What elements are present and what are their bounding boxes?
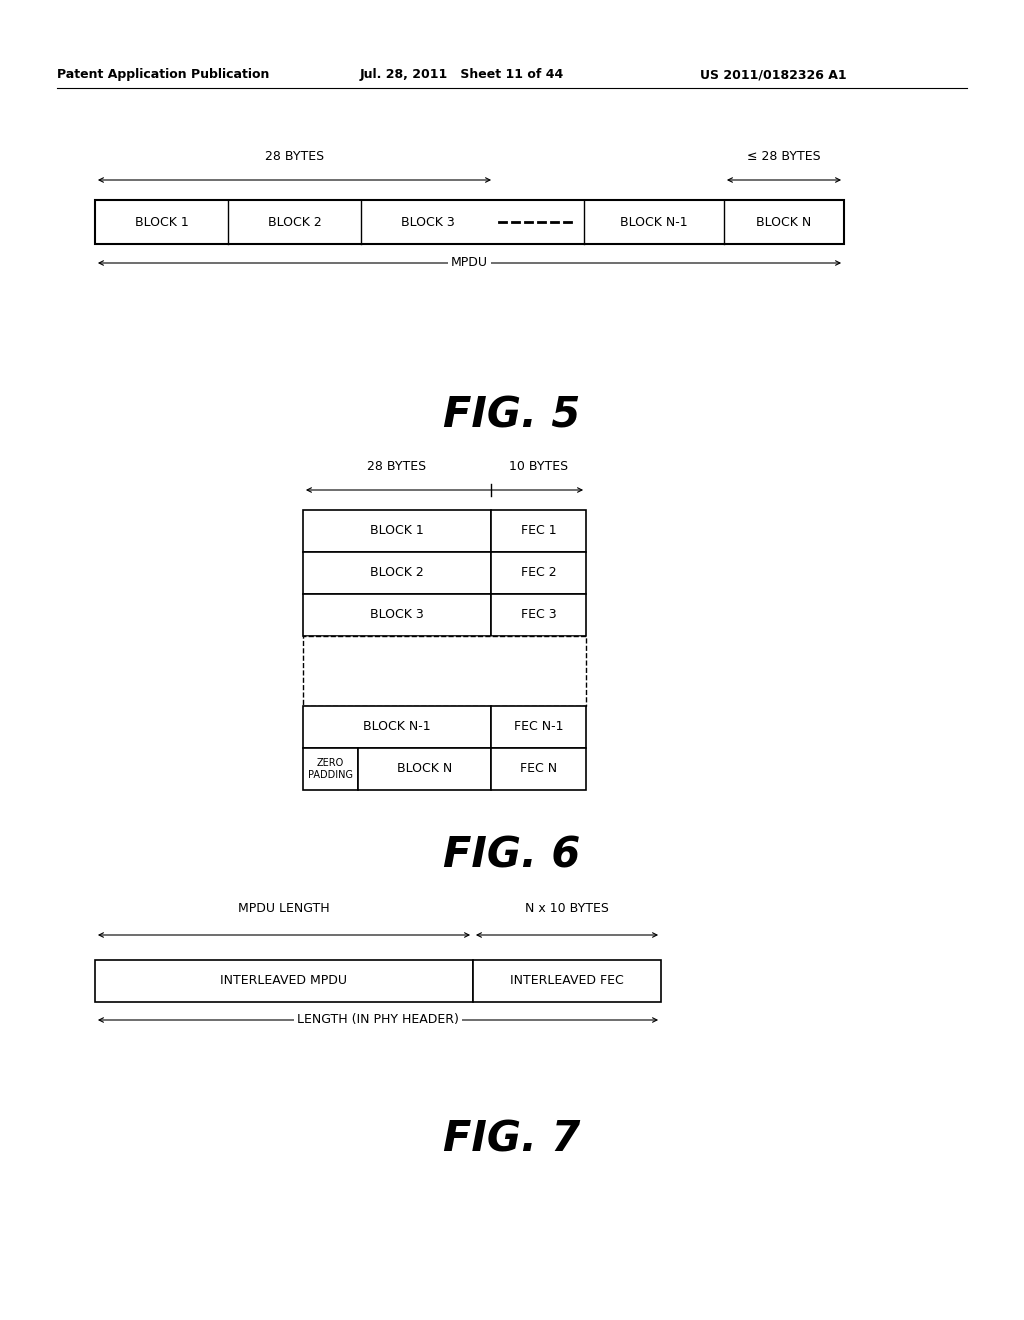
Text: BLOCK 1: BLOCK 1: [370, 524, 424, 537]
Text: 28 BYTES: 28 BYTES: [265, 150, 324, 162]
Text: US 2011/0182326 A1: US 2011/0182326 A1: [700, 69, 847, 81]
Text: 28 BYTES: 28 BYTES: [368, 459, 427, 473]
Text: BLOCK 3: BLOCK 3: [370, 609, 424, 622]
Text: FEC 3: FEC 3: [520, 609, 556, 622]
Text: MPDU: MPDU: [451, 256, 488, 269]
Bar: [95, 960, 473, 1002]
Bar: [303, 706, 490, 748]
Text: 10 BYTES: 10 BYTES: [509, 459, 568, 473]
Text: Patent Application Publication: Patent Application Publication: [57, 69, 269, 81]
Bar: [490, 552, 586, 594]
Text: BLOCK 3: BLOCK 3: [400, 215, 455, 228]
Bar: [473, 960, 662, 1002]
Text: BLOCK 2: BLOCK 2: [267, 215, 322, 228]
Bar: [490, 510, 586, 552]
Bar: [303, 510, 490, 552]
Text: ≤ 28 BYTES: ≤ 28 BYTES: [748, 150, 821, 162]
Bar: [490, 706, 586, 748]
Text: BLOCK 2: BLOCK 2: [370, 566, 424, 579]
Bar: [95, 201, 844, 244]
Text: LENGTH (IN PHY HEADER): LENGTH (IN PHY HEADER): [297, 1014, 459, 1027]
Bar: [303, 552, 490, 594]
Bar: [490, 594, 586, 636]
Bar: [490, 748, 586, 789]
Bar: [303, 594, 490, 636]
Text: MPDU LENGTH: MPDU LENGTH: [239, 902, 330, 915]
Text: INTERLEAVED MPDU: INTERLEAVED MPDU: [220, 974, 347, 987]
Text: ZERO
PADDING: ZERO PADDING: [308, 758, 353, 780]
Text: FEC N-1: FEC N-1: [514, 721, 563, 734]
Text: FIG. 6: FIG. 6: [443, 834, 581, 876]
Text: BLOCK N: BLOCK N: [397, 763, 453, 776]
Text: FEC 1: FEC 1: [520, 524, 556, 537]
Text: BLOCK N-1: BLOCK N-1: [364, 721, 431, 734]
Text: INTERLEAVED FEC: INTERLEAVED FEC: [510, 974, 624, 987]
Text: FEC 2: FEC 2: [520, 566, 556, 579]
Text: BLOCK N-1: BLOCK N-1: [621, 215, 688, 228]
Text: BLOCK N: BLOCK N: [757, 215, 812, 228]
Bar: [303, 748, 358, 789]
Text: Jul. 28, 2011   Sheet 11 of 44: Jul. 28, 2011 Sheet 11 of 44: [360, 69, 564, 81]
Text: FIG. 7: FIG. 7: [443, 1119, 581, 1162]
Text: BLOCK 1: BLOCK 1: [134, 215, 188, 228]
Text: FIG. 5: FIG. 5: [443, 393, 581, 436]
Text: N x 10 BYTES: N x 10 BYTES: [525, 902, 609, 915]
Bar: [358, 748, 490, 789]
Text: FEC N: FEC N: [520, 763, 557, 776]
Bar: [303, 636, 586, 706]
